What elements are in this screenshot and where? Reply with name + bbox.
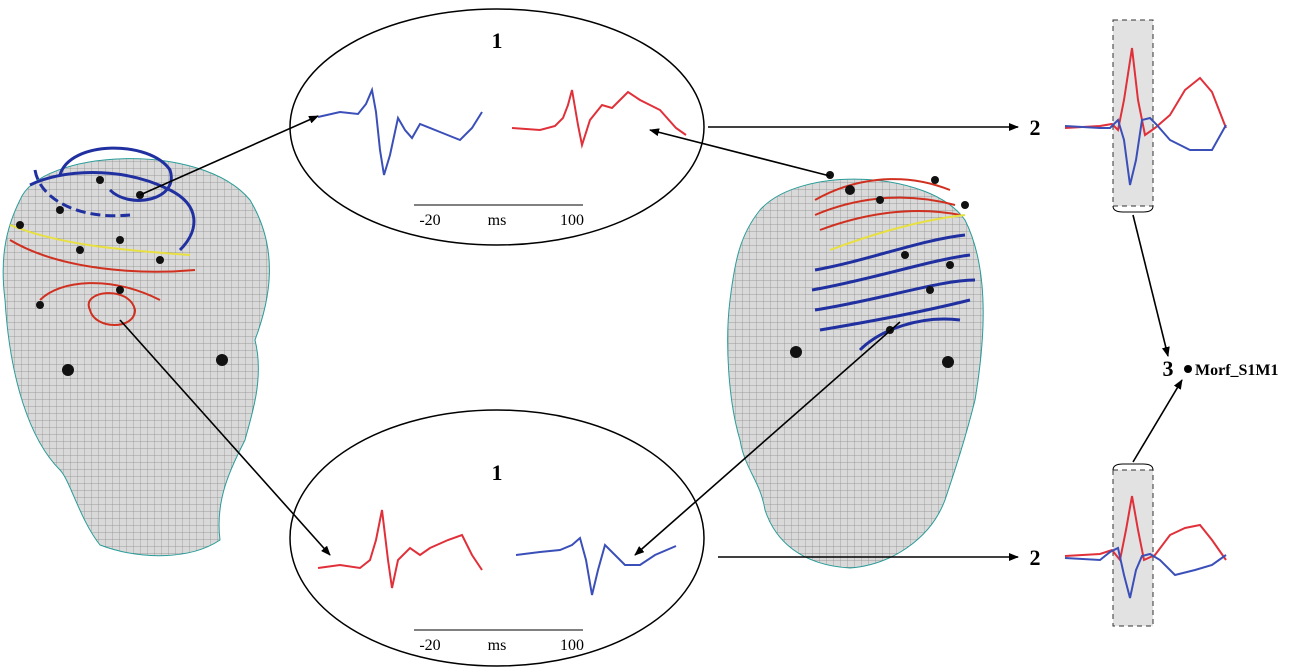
scale-end: 100 xyxy=(560,637,584,654)
right-head xyxy=(728,171,984,568)
arrows xyxy=(120,116,1182,557)
step-label: 2 xyxy=(1030,115,1041,140)
scale-unit: ms xyxy=(488,212,507,229)
step-bottom: 2 xyxy=(1030,464,1227,626)
step-top: 2 xyxy=(1030,20,1227,212)
scale-unit: ms xyxy=(488,637,507,654)
diagram: 1 -20 ms 100 1 -20 ms 100 2 2 3 Morf_S1M xyxy=(0,0,1300,670)
scale-start: -20 xyxy=(419,212,440,229)
panel-label: 1 xyxy=(492,28,503,53)
scale-start: -20 xyxy=(419,637,440,654)
panel-label: 1 xyxy=(492,460,503,485)
page: {"panels": [ {"label": "1", "scale": {"s… xyxy=(0,0,1300,670)
result-label: Morf_S1M1 xyxy=(1195,362,1279,379)
scale-end: 100 xyxy=(560,212,584,229)
step-label: 3 xyxy=(1163,356,1174,381)
panel-bottom: 1 -20 ms 100 xyxy=(290,410,704,666)
result: 3 Morf_S1M1 xyxy=(1163,356,1279,381)
step-label: 2 xyxy=(1030,545,1041,570)
left-head xyxy=(3,148,269,556)
panel-top: 1 -20 ms 100 xyxy=(290,9,704,245)
